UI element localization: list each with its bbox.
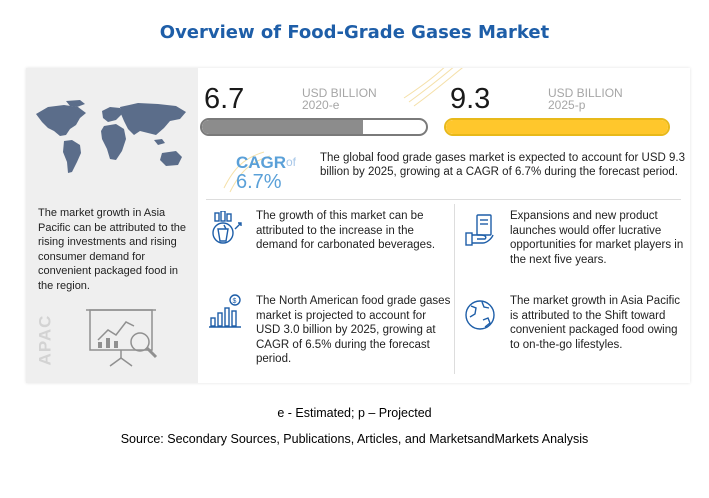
market-value-2020: 6.7: [204, 83, 245, 115]
card-launch-text: Expansions and new product launches woul…: [510, 210, 684, 266]
unit-label-2020: USD BILLION: [302, 86, 377, 100]
cagr-description: The global food grade gases market is ex…: [320, 152, 686, 178]
world-map-icon: [36, 100, 186, 173]
svg-text:$: $: [233, 298, 237, 305]
market-value-2025: 9.3: [450, 83, 491, 115]
decorative-curves: [223, 68, 463, 193]
section-divider: [206, 199, 681, 200]
source-note: Source: Secondary Sources, Publications,…: [120, 432, 589, 446]
value-bar-2020: [200, 118, 428, 136]
unit-label-2025: USD BILLION: [548, 86, 623, 100]
presentation-chart-icon: [86, 309, 158, 367]
card-north-america-text: The North American food grade gases mark…: [256, 295, 451, 365]
globe-icon: [465, 300, 495, 330]
revenue-bar-chart-icon: $: [209, 294, 241, 328]
card-asia-pacific-text: The market growth in Asia Pacific is att…: [510, 295, 681, 351]
infographic-title: Overview of Food-Grade Gases Market: [159, 22, 550, 43]
card-carbonated-text: The growth of this market can be attribu…: [256, 210, 436, 251]
cagr-of-text: of: [286, 155, 297, 169]
value-bar-2025-fill: [446, 120, 668, 134]
value-bar-2020-fill: [202, 120, 364, 134]
carbonated-drink-chart-icon: [212, 211, 242, 244]
apac-description: The market growth in Asia Pacific can be…: [38, 207, 186, 292]
apac-panel: The market growth in Asia Pacific can be…: [26, 68, 198, 383]
infographic-panel: The market growth in Asia Pacific can be…: [26, 68, 690, 383]
cagr-label: CAGR: [236, 153, 287, 172]
value-bar-2025: [444, 118, 670, 136]
footnote: e - Estimated; p – Projected: [277, 406, 432, 420]
year-label-2020: 2020-e: [302, 98, 340, 112]
product-launch-icon: [465, 214, 494, 246]
column-divider: [454, 204, 455, 374]
year-label-2025: 2025-p: [548, 98, 586, 112]
apac-label: APAC: [35, 314, 55, 366]
cagr-value: 6.7%: [236, 171, 282, 193]
